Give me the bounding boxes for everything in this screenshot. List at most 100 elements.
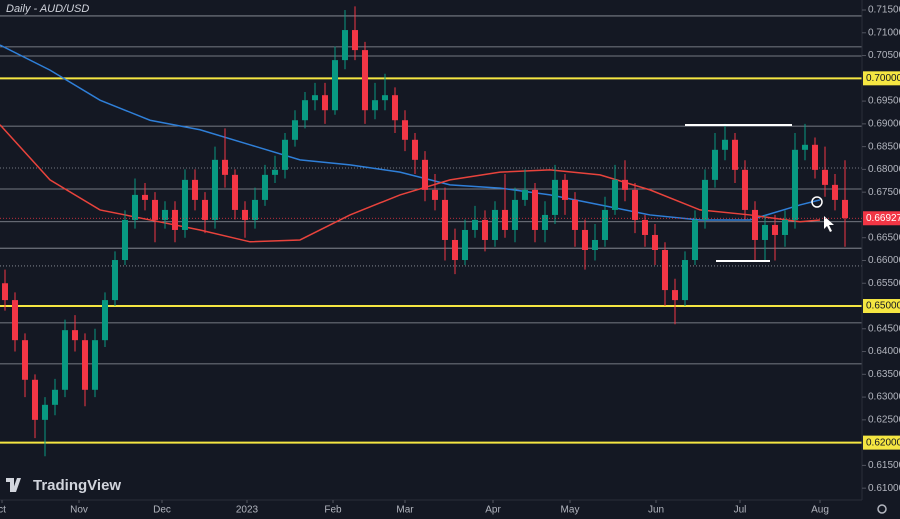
candle-body xyxy=(282,139,288,170)
candle-body xyxy=(82,340,88,390)
x-tick-label: Jun xyxy=(648,505,664,516)
candle-body xyxy=(712,149,718,180)
candle-body xyxy=(562,179,568,200)
y-tick-label: 0.61000 xyxy=(868,483,900,494)
x-tick-label: ct xyxy=(0,505,6,516)
candle-body xyxy=(122,219,128,261)
candle-body xyxy=(642,219,648,235)
candle-body xyxy=(552,179,558,215)
candle-body xyxy=(322,95,328,111)
candle-body xyxy=(702,179,708,220)
candle-body xyxy=(822,169,828,185)
candle-body xyxy=(32,379,38,420)
candle-body xyxy=(652,234,658,250)
candle-body xyxy=(592,239,598,250)
candle-body xyxy=(832,184,838,200)
candle-body xyxy=(512,199,518,230)
candle-body xyxy=(622,179,628,190)
candle-body xyxy=(202,199,208,220)
candle-body xyxy=(242,209,248,220)
cursor-circle xyxy=(811,196,823,208)
candle-body xyxy=(442,199,448,240)
candle-body xyxy=(392,95,398,121)
candle-body xyxy=(272,169,278,175)
candle-body xyxy=(692,219,698,261)
candle-body xyxy=(212,159,218,220)
candle-body xyxy=(572,199,578,230)
candle-body xyxy=(722,139,728,150)
candle-body xyxy=(432,189,438,200)
candle-body xyxy=(232,174,238,210)
plot-area xyxy=(0,6,862,457)
candle-body xyxy=(142,194,148,200)
candle-body xyxy=(502,209,508,230)
candle-body xyxy=(182,179,188,230)
candle-body xyxy=(612,179,618,210)
x-tick-label: Apr xyxy=(485,505,501,516)
candle-body xyxy=(12,300,18,341)
candle-body xyxy=(152,199,158,220)
candle-body xyxy=(292,120,298,140)
candle-body xyxy=(522,189,528,200)
candle-body xyxy=(842,199,848,219)
level-label: 0.62000 xyxy=(866,437,900,448)
candle-body xyxy=(132,194,138,220)
candle-body xyxy=(782,219,788,235)
candle-body xyxy=(482,219,488,240)
x-tick-label: May xyxy=(561,505,580,516)
candle-body xyxy=(412,139,418,160)
candle-body xyxy=(402,120,408,140)
candle-body xyxy=(42,404,48,420)
candle-body xyxy=(382,95,388,101)
candle-body xyxy=(542,214,548,230)
candle-body xyxy=(682,260,688,301)
settings-icon[interactable] xyxy=(877,504,887,514)
watermark: TradingView xyxy=(33,477,121,494)
candle-body xyxy=(472,219,478,230)
level-label-box xyxy=(863,71,900,86)
candle-body xyxy=(732,139,738,170)
level-label-box xyxy=(863,435,900,450)
candle-body xyxy=(452,239,458,261)
candle-body xyxy=(422,159,428,190)
candle-body xyxy=(222,159,228,175)
candle-body xyxy=(492,209,498,240)
candle-body xyxy=(342,30,348,61)
candle-body xyxy=(52,389,58,405)
candle-body xyxy=(102,300,108,341)
x-tick-label: Feb xyxy=(324,505,342,516)
candle-body xyxy=(172,209,178,230)
candle-body xyxy=(662,250,668,291)
x-tick-label: Aug xyxy=(811,505,829,516)
level-label: 0.65000 xyxy=(866,301,900,312)
candle-body xyxy=(672,290,678,301)
x-tick-label: Nov xyxy=(70,505,88,516)
cursor-arrow xyxy=(824,216,834,232)
candle-body xyxy=(192,179,198,200)
candle-body xyxy=(582,229,588,250)
candle-body xyxy=(462,229,468,261)
candle-body xyxy=(802,144,808,150)
last-price-label: 0.66927 xyxy=(866,213,900,224)
candle-body xyxy=(112,260,118,301)
candle-body xyxy=(2,283,8,301)
candle-body xyxy=(812,144,818,170)
candle-body xyxy=(162,209,168,220)
candle-body xyxy=(742,169,748,210)
candle-body xyxy=(62,330,68,390)
candle-body xyxy=(72,330,78,341)
candle-body xyxy=(22,340,28,380)
